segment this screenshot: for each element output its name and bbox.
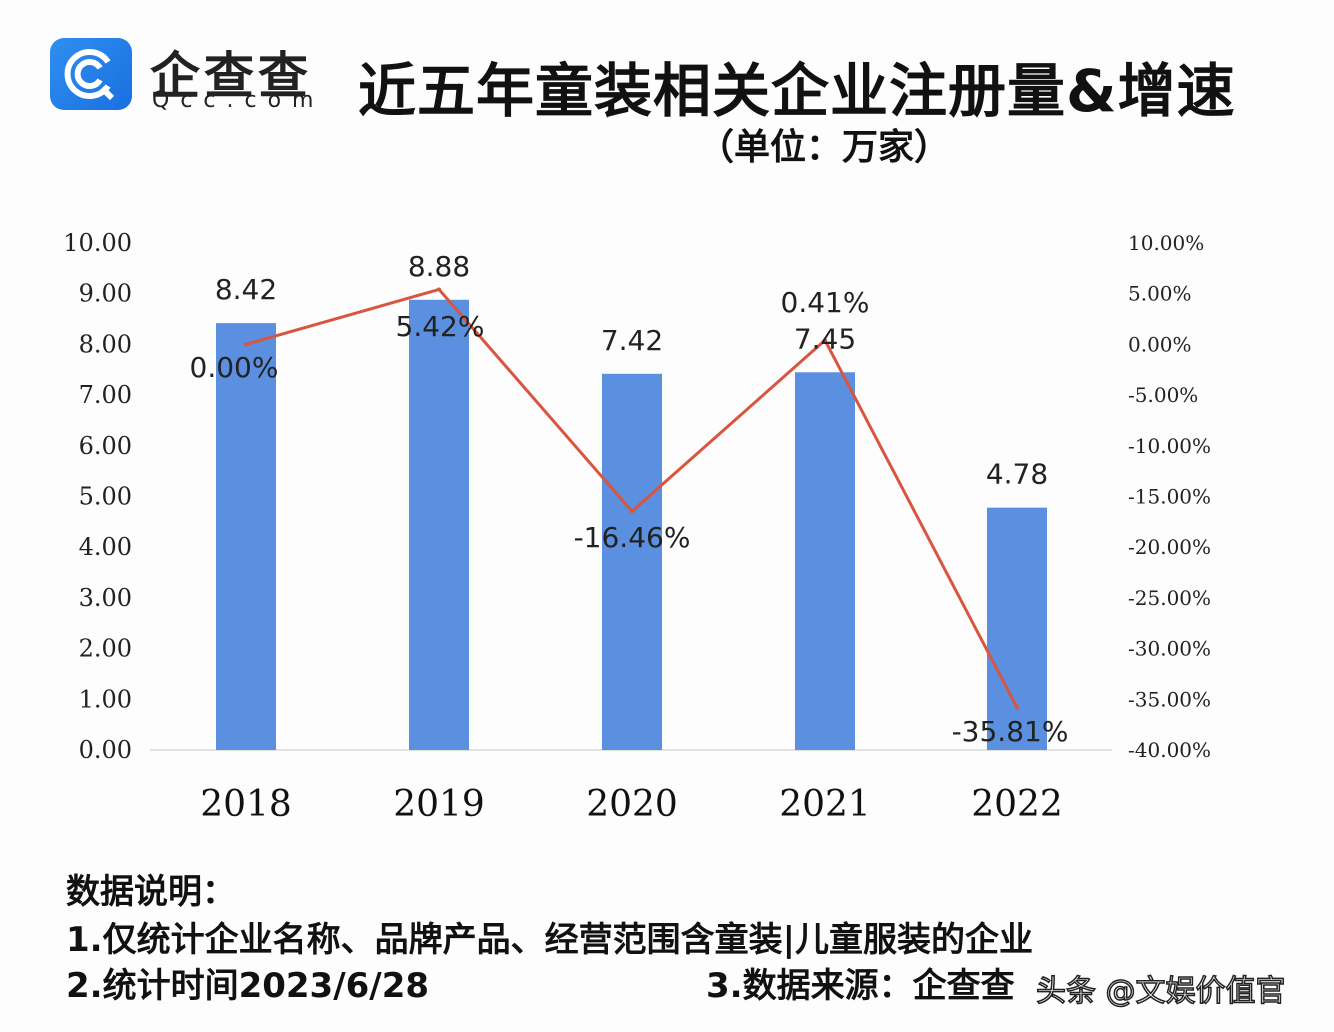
- chart-title: 近五年童装相关企业注册量&增速: [358, 57, 1236, 125]
- right-tick-label: -5.00%: [1128, 383, 1198, 407]
- line-point: [244, 342, 248, 347]
- x-tick-label: 2020: [586, 784, 678, 825]
- left-tick-label: 3.00: [79, 584, 132, 612]
- right-tick-label: -15.00%: [1128, 485, 1211, 509]
- bar-data-label: 4.78: [986, 458, 1048, 491]
- qcc-logo-icon: [50, 38, 132, 110]
- note-3: 3.数据来源：企查查: [706, 966, 1015, 1006]
- left-tick-label: 1.00: [79, 685, 132, 713]
- line-data-label: 0.41%: [781, 286, 870, 319]
- line-point: [1015, 705, 1019, 710]
- bar: [795, 372, 855, 750]
- left-tick-label: 7.00: [79, 381, 132, 409]
- notes-heading: 数据说明：: [66, 872, 236, 912]
- watermark: 头条 @文娱价值官: [1035, 973, 1286, 1010]
- bar-data-label: 8.42: [215, 273, 277, 306]
- line-data-label: -16.46%: [574, 521, 691, 554]
- chart-subtitle: （单位：万家）: [698, 127, 951, 168]
- note-1: 1.仅统计企业名称、品牌产品、经营范围含童装|儿童服装的企业: [66, 920, 1033, 960]
- bar: [409, 299, 469, 750]
- bar-data-label: 7.42: [601, 324, 663, 357]
- right-tick-label: -20.00%: [1128, 535, 1211, 559]
- logo-name-cn: 企查查: [150, 47, 312, 105]
- left-tick-label: 10.00: [63, 229, 132, 257]
- x-tick-label: 2021: [779, 784, 871, 825]
- line-data-label: -35.81%: [952, 715, 1069, 748]
- left-tick-label: 9.00: [79, 280, 132, 308]
- left-tick-label: 2.00: [79, 635, 132, 663]
- bar: [216, 323, 276, 750]
- line-point: [823, 338, 827, 343]
- bar-data-label: 7.45: [794, 322, 856, 355]
- left-tick-label: 8.00: [79, 330, 132, 358]
- line-data-label: 0.00%: [190, 351, 279, 384]
- left-tick-label: 5.00: [79, 483, 132, 511]
- right-tick-label: -25.00%: [1128, 586, 1211, 610]
- bar: [602, 373, 662, 750]
- left-tick-label: 4.00: [79, 533, 132, 561]
- bar-data-label: 8.88: [408, 250, 470, 283]
- logo-name-en: Qcc.com: [152, 88, 325, 113]
- line-data-label: 5.42%: [396, 310, 485, 343]
- right-tick-label: 10.00%: [1128, 231, 1204, 255]
- left-tick-label: 6.00: [79, 432, 132, 460]
- right-tick-label: 0.00%: [1128, 332, 1192, 356]
- note-2: 2.统计时间2023/6/28: [66, 966, 430, 1006]
- right-tick-label: -10.00%: [1128, 434, 1211, 458]
- line-point: [630, 509, 634, 514]
- right-tick-label: -30.00%: [1128, 637, 1211, 661]
- right-tick-label: -40.00%: [1128, 738, 1211, 762]
- line-point: [437, 287, 441, 292]
- x-tick-label: 2019: [393, 784, 485, 825]
- x-tick-label: 2022: [971, 784, 1063, 825]
- bar: [987, 507, 1047, 750]
- left-tick-label: 0.00: [79, 736, 132, 764]
- x-tick-label: 2018: [200, 784, 292, 825]
- right-tick-label: 5.00%: [1128, 282, 1192, 306]
- right-tick-label: -35.00%: [1128, 687, 1211, 711]
